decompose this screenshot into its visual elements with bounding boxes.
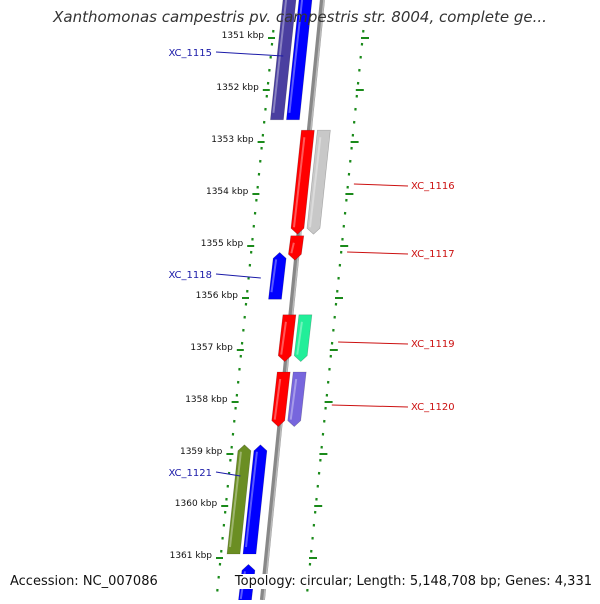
gene-arrow	[268, 252, 286, 299]
gene-arrow	[278, 315, 296, 362]
gene-arrow	[288, 236, 303, 260]
gene-label: XC_1117	[411, 249, 455, 260]
axis-tick-label: 1355 kbp	[201, 239, 244, 249]
axis-tick-label: 1360 kbp	[175, 499, 218, 509]
axis-tick-label: 1357 kbp	[190, 343, 233, 353]
axis-tick-label: 1358 kbp	[185, 395, 228, 405]
gene-label-leader	[347, 252, 408, 254]
gene-label: XC_1116	[411, 181, 455, 192]
axis-tick-label: 1359 kbp	[180, 447, 223, 457]
axis-tick-label: 1356 kbp	[196, 291, 239, 301]
gene-label: XC_1115	[168, 48, 212, 59]
genome-stats-text: Topology: circular; Length: 5,148,708 bp…	[233, 574, 594, 589]
gene-label-leader	[216, 52, 283, 56]
axis-tick-label: 1361 kbp	[170, 551, 213, 561]
axis-tick-label: 1354 kbp	[206, 187, 249, 197]
axis-tick-label: 1353 kbp	[211, 135, 254, 145]
accession-text: Accession: NC_007086	[8, 574, 160, 589]
gene-label-leader	[216, 274, 261, 278]
axis-tick-label: 1351 kbp	[222, 31, 265, 41]
gene-label-leader	[338, 342, 408, 344]
axis-tick-label: 1352 kbp	[216, 83, 259, 93]
gene-label: XC_1119	[411, 339, 455, 350]
gene-label: XC_1121	[168, 468, 212, 479]
gene-label: XC_1118	[168, 270, 212, 281]
gene-label-leader	[332, 405, 408, 407]
genome-title: Xanthomonas campestris pv. campestris st…	[0, 8, 600, 26]
gene-arrow	[294, 315, 312, 362]
gene-label: XC_1120	[411, 402, 455, 413]
gene-label-leader	[354, 184, 408, 186]
